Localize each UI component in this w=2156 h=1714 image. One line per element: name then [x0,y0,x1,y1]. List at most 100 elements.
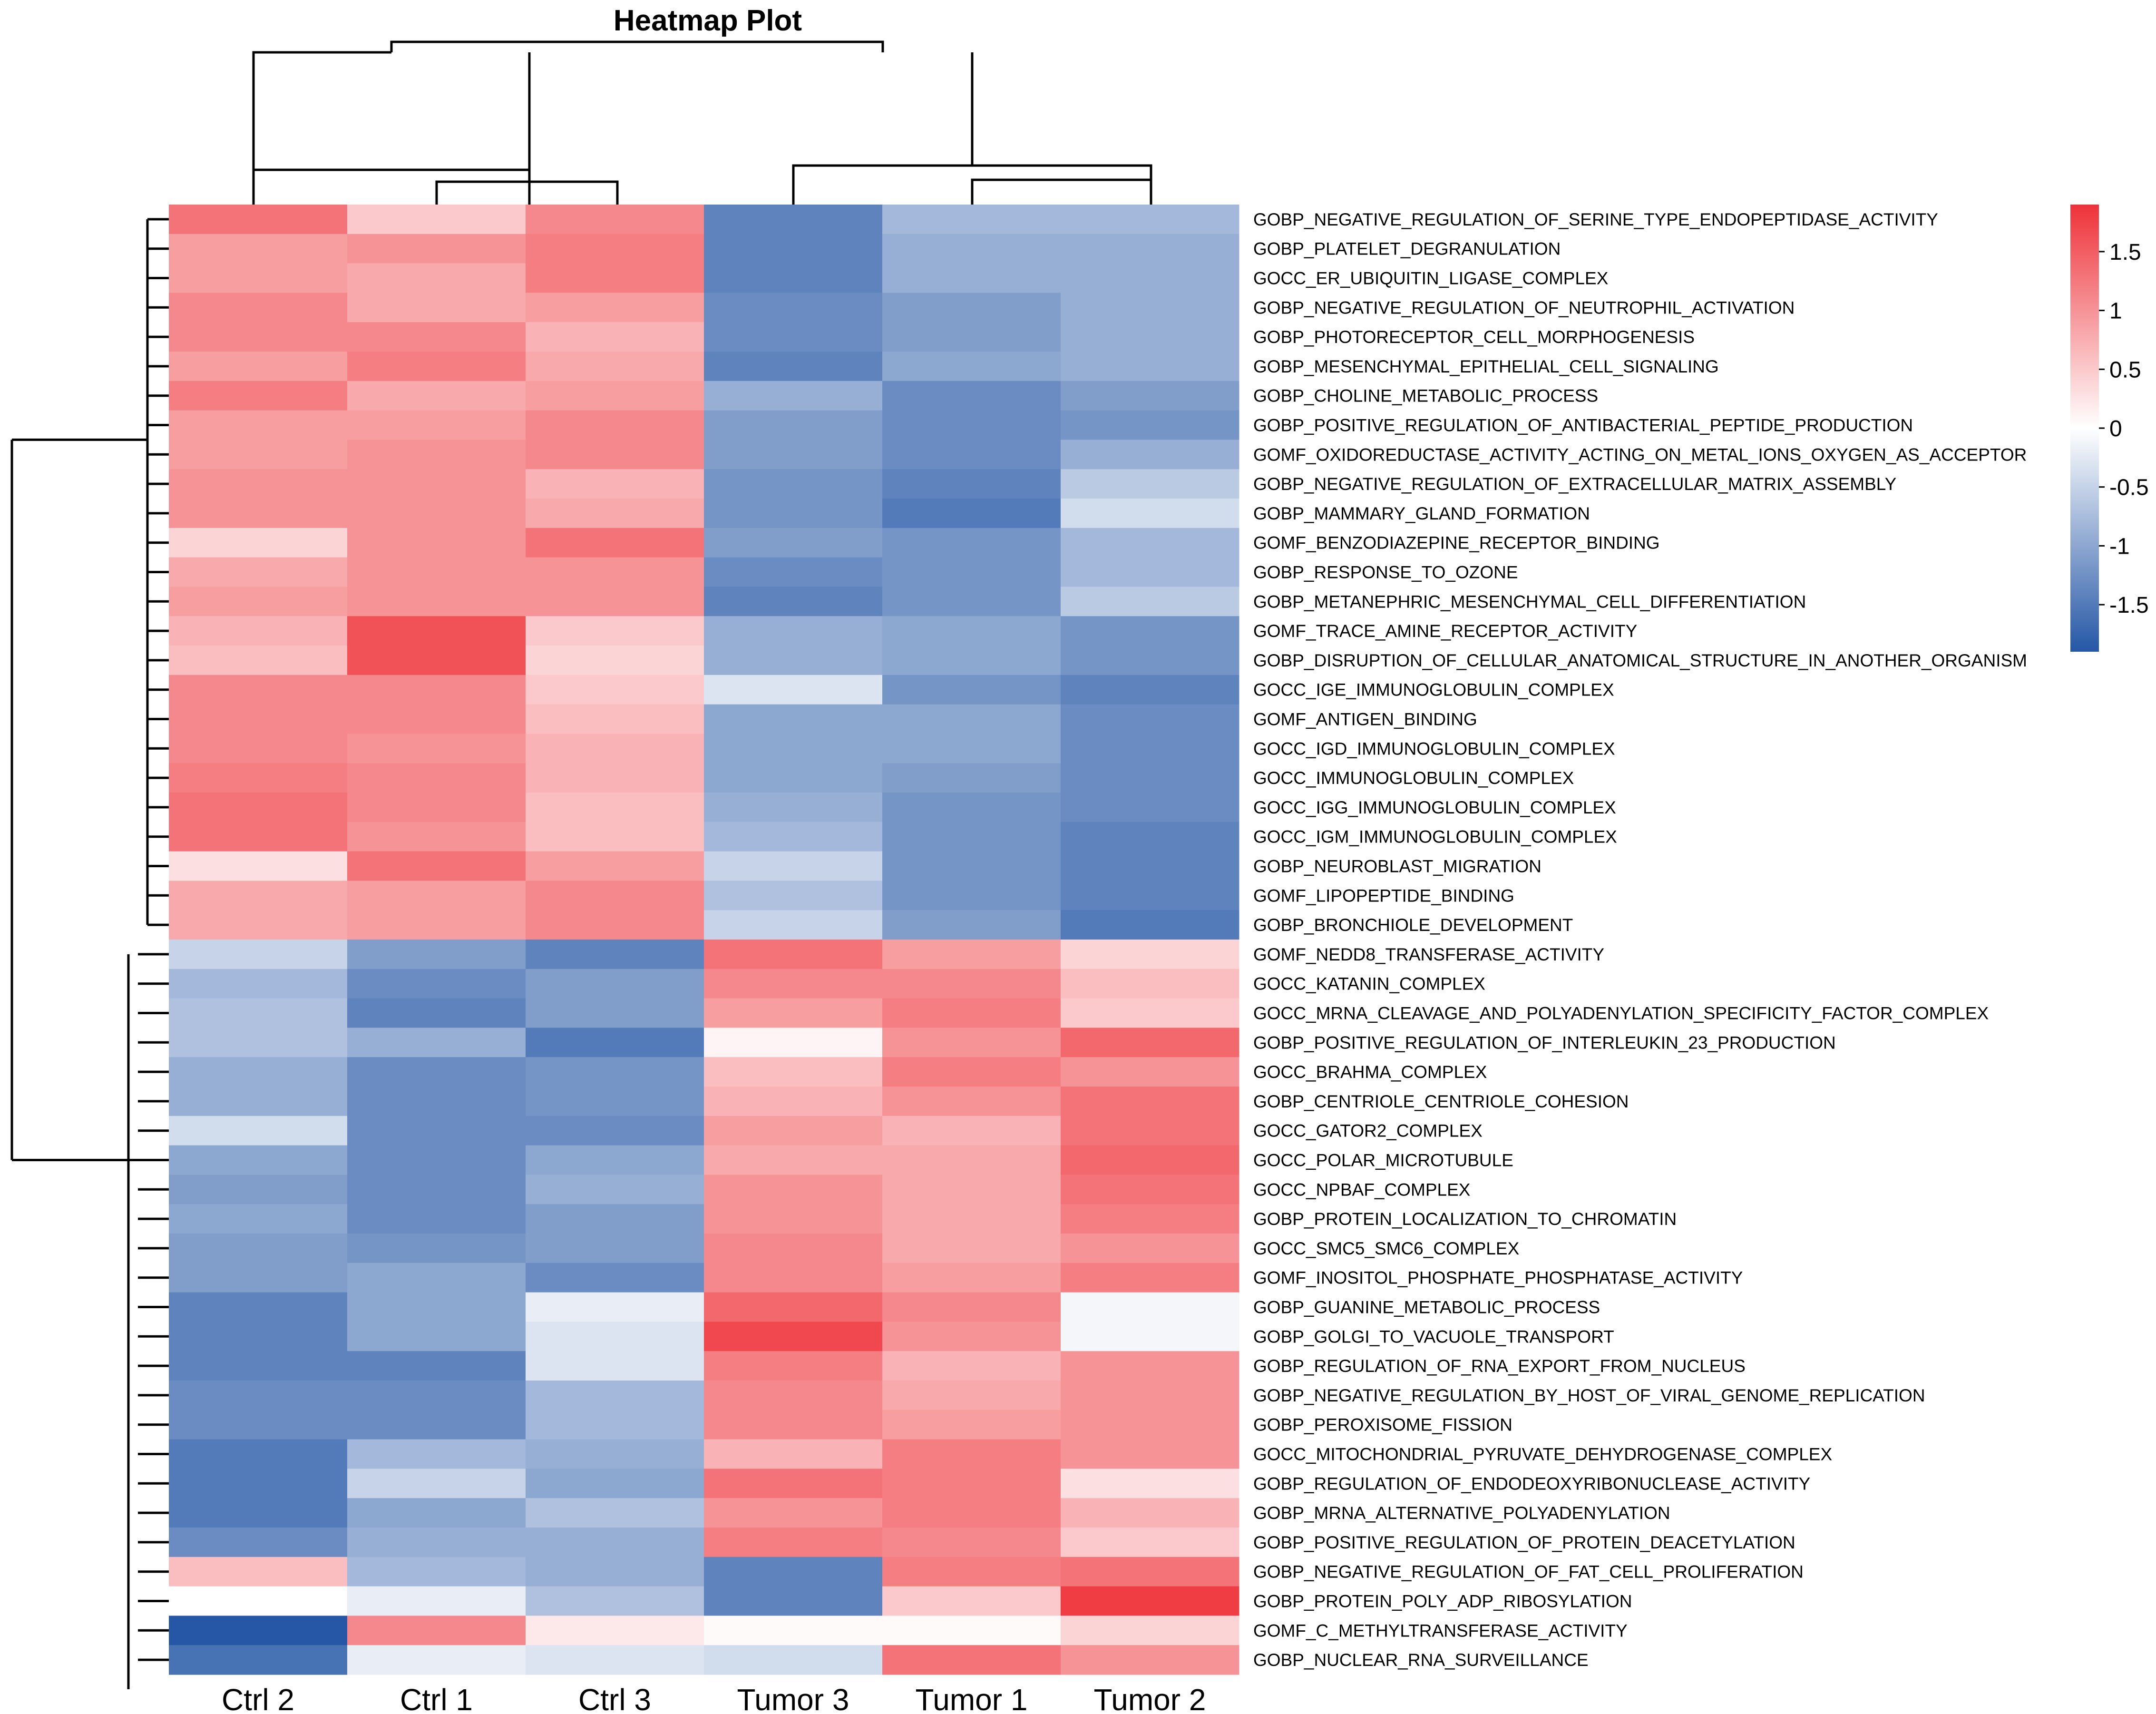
heatmap-cell [169,499,348,529]
heatmap-cell [526,263,704,293]
heatmap-cell [169,381,348,411]
row-label: GOBP_NEGATIVE_REGULATION_OF_NEUTROPHIL_A… [1253,298,1795,317]
heatmap-cell [169,410,348,440]
heatmap-cell [169,969,348,999]
heatmap-cell [704,1263,883,1293]
heatmap-cell [347,557,526,587]
row-label: GOCC_IGG_IMMUNOGLOBULIN_COMPLEX [1253,798,1616,817]
heatmap-cell [1061,1410,1239,1440]
heatmap-cell [704,1351,883,1381]
row-label: GOBP_CENTRIOLE_CENTRIOLE_COHESION [1253,1092,1629,1111]
heatmap-cell [882,440,1061,470]
heatmap-cell [882,1557,1061,1587]
heatmap-cell [1061,1381,1239,1410]
heatmap-cell [347,822,526,852]
heatmap-cell [704,646,883,676]
heatmap-cell [526,1557,704,1587]
heatmap-cell [169,616,348,646]
heatmap-cell [347,293,526,323]
heatmap-cell [1061,704,1239,734]
row-label: GOMF_TRACE_AMINE_RECEPTOR_ACTIVITY [1253,621,1637,641]
heatmap-cell [1061,822,1239,852]
heatmap-cell [1061,587,1239,617]
heatmap-cell [882,1616,1061,1645]
heatmap-cell [882,940,1061,970]
heatmap-cell [347,1381,526,1410]
heatmap-cell [704,1204,883,1234]
heatmap-cell [347,1145,526,1175]
heatmap-cell [169,851,348,881]
heatmap-cell [169,469,348,499]
heatmap-cell [882,704,1061,734]
row-label: GOBP_METANEPHRIC_MESENCHYMAL_CELL_DIFFER… [1253,592,1806,611]
heatmap-cell [1061,793,1239,823]
heatmap-cell [704,793,883,823]
heatmap-cell [169,1322,348,1352]
heatmap-cell [526,1439,704,1469]
heatmap-cell [704,1645,883,1675]
heatmap-cell [169,675,348,705]
heatmap-cell [169,1645,348,1675]
row-label: GOCC_BRAHMA_COMPLEX [1253,1062,1487,1082]
heatmap-cell [169,440,348,470]
heatmap-cell [704,205,883,235]
heatmap-cell [169,557,348,587]
heatmap-cell [526,734,704,764]
row-label: GOBP_PEROXISOME_FISSION [1253,1415,1512,1435]
heatmap-cell [347,263,526,293]
heatmap-cell [882,205,1061,235]
heatmap-cell [882,881,1061,911]
heatmap-cell [1061,410,1239,440]
heatmap-cell [704,1557,883,1587]
heatmap-cell [347,1439,526,1469]
column-labels: Ctrl 2 Ctrl 1 Ctrl 3 Tumor 3 Tumor 1 Tumor 2 [222,1683,1206,1714]
heatmap-cell [169,1145,348,1175]
row-label: GOCC_POLAR_MICROTUBULE [1253,1151,1513,1170]
column-label: Tumor 2 [1094,1683,1206,1714]
heatmap-cell [347,234,526,264]
heatmap-cell [882,1439,1061,1469]
heatmap-cell [1061,1586,1239,1616]
heatmap-cell [169,1410,348,1440]
heatmap-cell [526,322,704,352]
row-label: GOCC_NPBAF_COMPLEX [1253,1180,1470,1199]
heatmap-cell [526,616,704,646]
heatmap-cell [347,1263,526,1293]
heatmap-cell [526,410,704,440]
heatmap-cells [169,205,1239,1675]
heatmap-cell [1061,205,1239,235]
heatmap-cell [1061,1292,1239,1322]
row-label: GOCC_SMC5_SMC6_COMPLEX [1253,1239,1519,1258]
row-label: GOBP_POSITIVE_REGULATION_OF_ANTIBACTERIA… [1253,416,1913,435]
row-label: GOBP_PHOTORECEPTOR_CELL_MORPHOGENESIS [1253,327,1695,347]
heatmap-cell [347,1410,526,1440]
heatmap-cell [704,1145,883,1175]
heatmap-cell [169,1234,348,1263]
heatmap-cell [169,763,348,793]
colorbar [2070,205,2099,652]
heatmap-cell [347,1528,526,1557]
heatmap-cell [526,1351,704,1381]
heatmap-cell [347,1175,526,1205]
column-label: Tumor 3 [737,1683,849,1714]
heatmap-cell [704,763,883,793]
heatmap-cell [704,969,883,999]
heatmap-cell [169,1381,348,1410]
heatmap-cell [526,381,704,411]
heatmap-cell [882,352,1061,382]
heatmap-cell [526,1204,704,1234]
colorbar-ticks: 1.5 1 0.5 0 -0.5 -1 -1.5 [2099,240,2149,618]
row-label: GOBP_POSITIVE_REGULATION_OF_PROTEIN_DEAC… [1253,1533,1795,1552]
heatmap-cell [347,675,526,705]
heatmap-cell [526,969,704,999]
heatmap-cell [347,440,526,470]
heatmap-cell [347,1322,526,1352]
heatmap-cell [169,793,348,823]
heatmap-cell [882,734,1061,764]
heatmap-cell [1061,646,1239,676]
row-label: GOMF_ANTIGEN_BINDING [1253,710,1477,729]
row-label: GOBP_NEGATIVE_REGULATION_BY_HOST_OF_VIRA… [1253,1386,1925,1405]
heatmap-cell [882,293,1061,323]
heatmap-cell [704,1410,883,1440]
row-label: GOBP_MAMMARY_GLAND_FORMATION [1253,504,1590,523]
